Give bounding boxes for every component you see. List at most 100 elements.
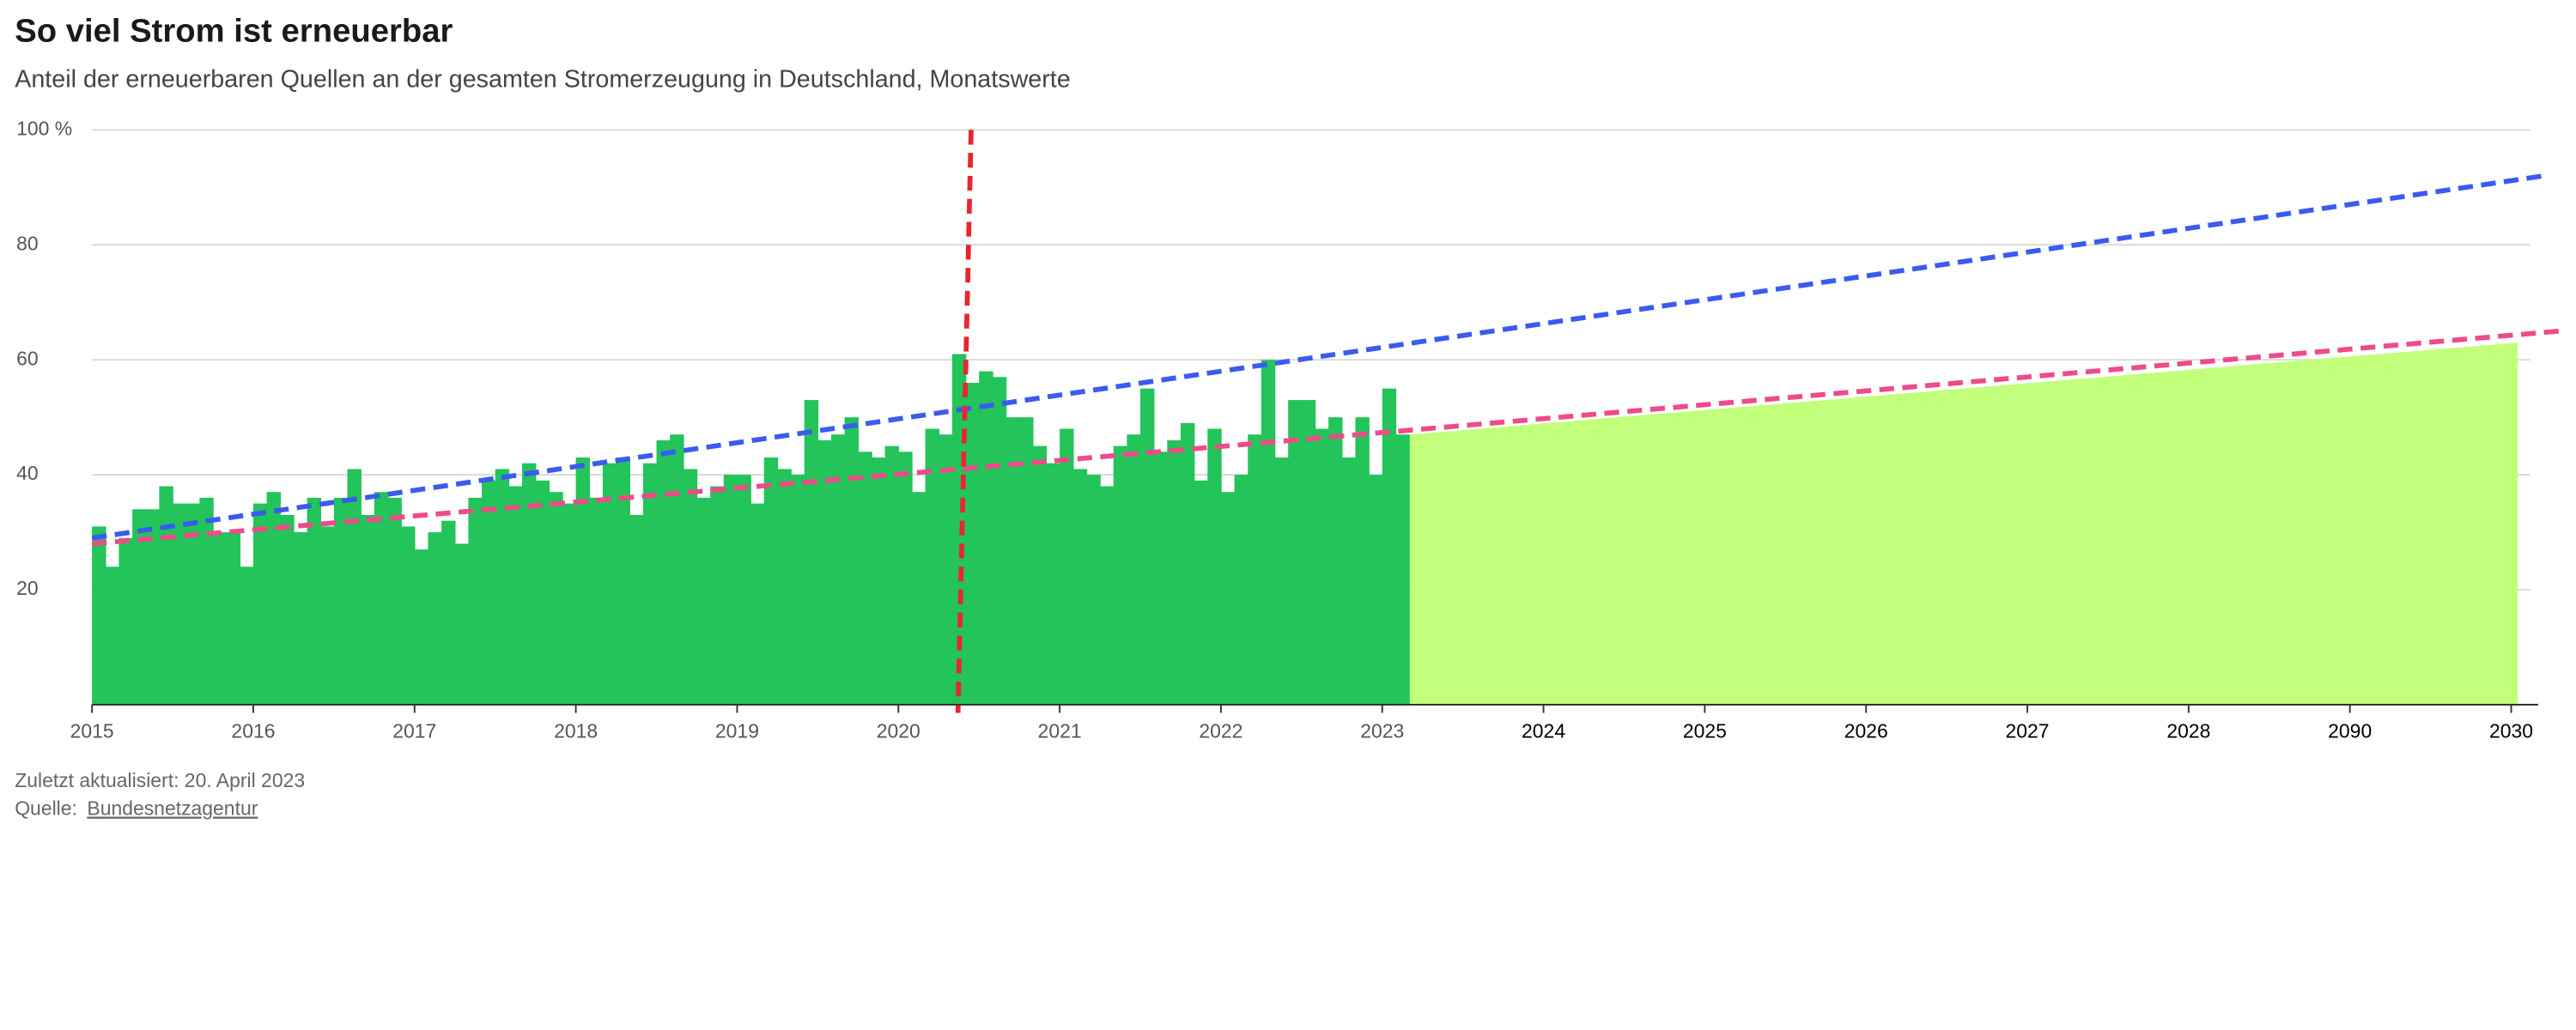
x-tick-label: 2023 [1360,720,1404,742]
bar [226,532,241,705]
bar [1395,434,1410,705]
bar [562,503,577,705]
bar [884,445,900,705]
bar [307,497,321,705]
bar [280,515,295,705]
y-tick-label: 40 [16,462,39,484]
bar [1382,388,1397,705]
bar [132,509,147,705]
bar [1234,475,1249,705]
bar [441,520,456,705]
bar [1060,428,1074,705]
bar [777,469,792,705]
chart-subtitle: Anteil der erneuerbaren Quellen an der g… [15,66,1071,94]
bar [1140,388,1155,705]
x-tick-label: 2024 [1522,720,1565,742]
bar [1019,417,1034,705]
bar [1005,417,1020,705]
bar [656,439,671,705]
bar [1032,445,1048,705]
bar [1207,428,1222,705]
bar [454,543,470,705]
bar [737,475,751,705]
x-tick-label: 2017 [392,720,436,742]
marker-line [955,130,974,713]
bar [1355,417,1370,705]
bar [763,457,779,705]
bar [252,503,268,705]
bar [159,486,173,705]
bar [925,428,939,705]
x-tick-label: 2015 [70,720,114,742]
bar [240,566,254,705]
bar [939,434,953,705]
source-link[interactable]: Bundesnetzagentur [87,797,258,819]
bar [670,434,684,705]
bar [522,463,537,705]
source-label: Quelle: [15,797,77,819]
bar [1220,492,1236,705]
bar [1180,422,1195,705]
bar [414,549,429,705]
y-tick-label: 60 [16,347,39,369]
bar [361,515,375,705]
bar [1248,434,1262,705]
bar [145,509,161,705]
x-tick-label: 2028 [2166,720,2210,742]
x-tick-label: 2030 [2489,720,2533,742]
bar [911,492,927,705]
bar [320,526,335,705]
x-tick-label: 2021 [1038,720,1082,742]
bar [347,469,361,705]
bar [508,486,523,705]
bar [1328,417,1343,705]
bar [683,469,698,705]
bar [858,451,872,705]
x-tick-label: 2027 [2006,720,2050,742]
bar [482,480,496,705]
bar [1086,475,1101,705]
bar [696,497,711,705]
bar [992,377,1007,705]
bar [549,492,563,705]
bar [495,469,510,705]
bar [1315,428,1329,705]
bar [710,486,725,705]
bar [293,532,308,705]
bar [468,497,483,705]
x-tick-label: 2022 [1199,720,1242,742]
bar [535,480,550,705]
bar [333,497,349,705]
bar [1301,400,1316,705]
bar [173,503,187,705]
bar [723,475,738,705]
projection-area [1409,342,2518,705]
data [92,342,2518,705]
bar [266,492,282,705]
bar [118,537,133,705]
bar [750,503,765,705]
bar [844,417,860,705]
bar [871,457,886,705]
bar [105,566,120,705]
bar [1046,463,1060,705]
y-tick-label: 20 [16,577,39,599]
bar [213,532,228,705]
bar [1127,434,1141,705]
bar [1369,475,1383,705]
bar [629,515,644,705]
bar [979,371,993,705]
x-tick-label: 2016 [231,720,275,742]
bar [642,463,658,705]
bar [387,497,402,705]
bar [616,457,630,705]
x-tick-label: 2090 [2328,720,2372,742]
x-tick-label: 2020 [877,720,920,742]
y-tick-label: 80 [16,232,39,254]
bar [199,497,214,705]
bar [92,526,106,705]
bar [831,434,846,705]
bar [374,492,389,705]
